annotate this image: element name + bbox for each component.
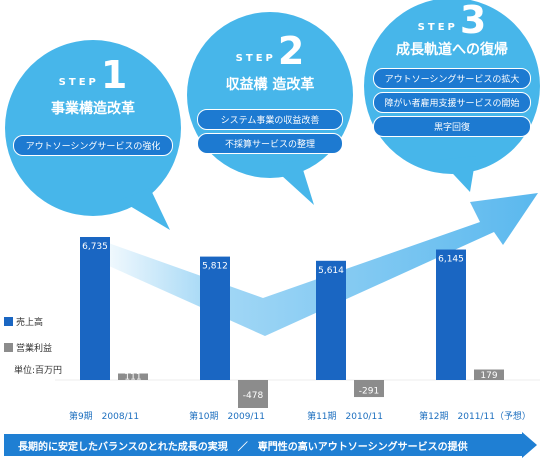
profit-bar <box>354 380 384 398</box>
sales-value-label: 6,735 <box>82 242 108 252</box>
x-tick-label: 第9期 2008/11 <box>68 412 140 422</box>
step1-word: STEP <box>58 77 99 88</box>
profit-value-label: -291 <box>359 387 379 397</box>
legend-sales-label: 売上高 <box>16 318 44 328</box>
step3-item-1: アウトソーシングサービスの拡大 <box>373 68 531 89</box>
unit-label: 単位:百万円 <box>14 366 63 376</box>
sales-bar <box>200 256 230 380</box>
banner-text: 長期的に安定したバランスのとれた成長の実現 ／ 専門性の高いアウトソーシングサー… <box>18 442 468 453</box>
profit-bar <box>474 369 504 380</box>
profit-bar <box>118 373 148 380</box>
sales-value-label: 6,145 <box>438 255 464 265</box>
step2-number: 2 <box>277 29 305 73</box>
sales-bar <box>316 260 346 380</box>
step3-item-3: 黒字回復 <box>373 116 531 137</box>
step3-heading: STEP 3 <box>368 0 536 42</box>
step3-title: 成長軌道への復帰 <box>396 42 508 58</box>
step3-word: STEP <box>417 22 458 33</box>
step2-item-1: システム事業の収益改善 <box>197 109 343 130</box>
profit-bar <box>238 380 268 408</box>
step1-heading: STEP 1 <box>5 53 181 97</box>
legend-profit-label: 営業利益 <box>16 344 53 354</box>
legend-sales-swatch <box>4 317 13 326</box>
sales-bar <box>80 237 110 380</box>
step2-title: 収益構 造改革 <box>225 77 315 93</box>
sales-value-label: 5,812 <box>202 262 228 272</box>
profit-value-label: -478 <box>243 391 264 401</box>
step2-heading: STEP 2 <box>190 29 350 73</box>
bottom-banner <box>4 432 537 458</box>
step1-number: 1 <box>100 53 128 97</box>
sales-bar <box>436 249 466 380</box>
legend-sales: 売上高 <box>4 315 43 328</box>
step2-item-2: 不採算サービスの整理 <box>197 133 343 154</box>
sales-value-label: 5,614 <box>318 266 344 276</box>
step2-word: STEP <box>235 53 276 64</box>
x-tick-label: 第11期 2010/11 <box>307 412 383 422</box>
step1-item-1: アウトソーシングサービスの強化 <box>13 135 173 156</box>
step2-bubble: STEP 2 収益構 造改革 システム事業の収益改善 不採算サービスの整理 <box>190 29 350 154</box>
step3-item-2: 障がい者雇用支援サービスの開始 <box>373 92 531 113</box>
step3-bubble: STEP 3 成長軌道への復帰 アウトソーシングサービスの拡大 障がい者雇用支援… <box>368 0 536 137</box>
legend-profit-swatch <box>4 343 13 352</box>
step1-title: 事業構造改革 <box>51 101 135 117</box>
x-tick-label: 第10期 2009/11 <box>189 412 265 422</box>
step3-number: 3 <box>459 0 487 42</box>
legend-profit: 営業利益 <box>4 341 52 354</box>
profit-value-label: 179 <box>480 371 497 381</box>
x-tick-label: 第12期 2011/11（予想） <box>419 412 531 422</box>
step1-bubble: STEP 1 事業構造改革 アウトソーシングサービスの強化 <box>5 53 181 156</box>
profit-value-label: 111 <box>124 373 141 383</box>
